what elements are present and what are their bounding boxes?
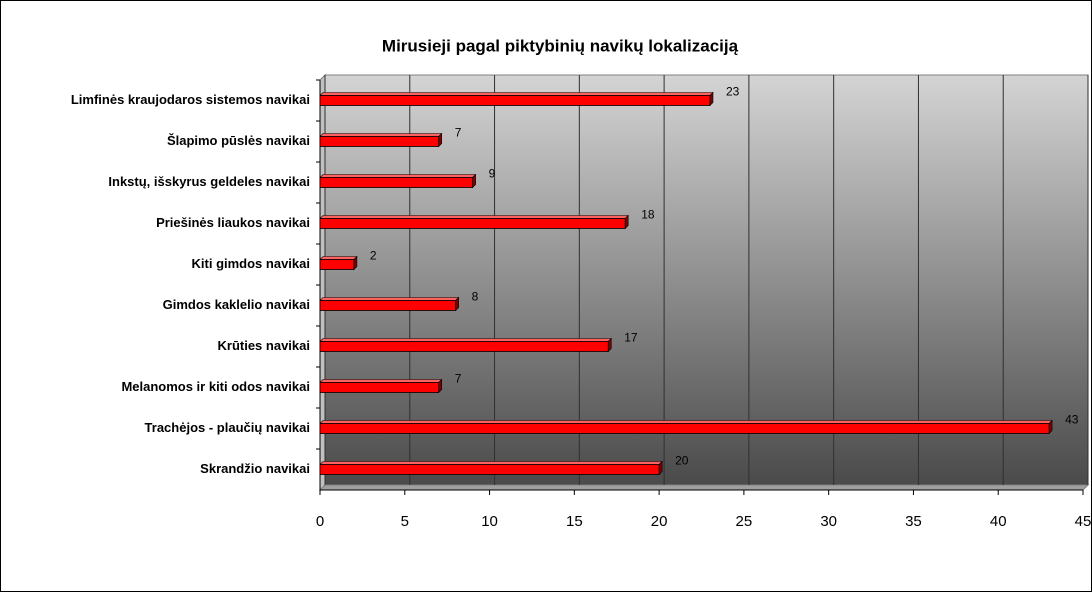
x-tick-label: 40: [990, 513, 1007, 530]
bar: [319, 218, 626, 229]
bar: [319, 136, 440, 147]
y-tick-label: Limfinės kraujodaros sistemos navikai: [71, 92, 310, 107]
bar: [319, 341, 609, 352]
x-tick-label: 5: [401, 513, 409, 530]
bar-top: [319, 379, 443, 383]
bar: [319, 382, 440, 393]
bar-top: [319, 420, 1053, 424]
y-tick-label: Melanomos ir kiti odos navikai: [121, 379, 310, 394]
plot-wall: [324, 74, 1089, 486]
value-label: 9: [489, 167, 496, 181]
y-tick-label: Šlapimo pūslės navikai: [167, 133, 310, 148]
value-label: 7: [455, 126, 462, 140]
x-tick-label: 15: [566, 513, 583, 530]
value-label: 17: [624, 331, 638, 345]
bar-top: [319, 256, 358, 260]
y-tick-label: Skrandžio navikai: [200, 461, 310, 476]
x-tick-label: 0: [316, 513, 324, 530]
x-tick-label: 10: [481, 513, 498, 530]
chart-title: Mirusieji pagal piktybinių navikų lokali…: [382, 36, 739, 55]
bar-top: [319, 92, 714, 96]
y-tick-label: Krūties navikai: [218, 338, 311, 353]
value-label: 18: [641, 208, 655, 222]
plot-floor: [318, 484, 1090, 491]
bar: [319, 95, 711, 106]
bar-top: [319, 461, 663, 465]
y-tick-label: Inkstų, išskyrus geldeles navikai: [108, 174, 310, 189]
value-label: 2: [370, 249, 377, 263]
bar-top: [319, 297, 460, 301]
bar: [319, 464, 660, 475]
x-tick-label: 20: [651, 513, 668, 530]
value-label: 43: [1065, 413, 1079, 427]
value-label: 8: [472, 290, 479, 304]
x-tick-label: 25: [736, 513, 753, 530]
bar: [319, 177, 474, 188]
value-label: 20: [675, 454, 689, 468]
y-tick-label: Trachėjos - plaučių navikai: [145, 420, 310, 435]
bar-top: [319, 215, 629, 219]
bar-top: [319, 174, 477, 178]
bar-top: [319, 338, 612, 342]
value-label: 7: [455, 372, 462, 386]
bar-top: [319, 133, 443, 137]
bar: [319, 259, 355, 270]
x-tick-label: 35: [905, 513, 922, 530]
y-tick-label: Gimdos kaklelio navikai: [163, 297, 310, 312]
value-label: 23: [726, 85, 740, 99]
y-tick-label: Kiti gimdos navikai: [192, 256, 310, 271]
bar: [319, 423, 1050, 434]
y-tick-label: Priešinės liaukos navikai: [156, 215, 310, 230]
x-tick-label: 30: [820, 513, 837, 530]
x-tick-label: 45: [1075, 513, 1092, 530]
bar: [319, 300, 457, 311]
